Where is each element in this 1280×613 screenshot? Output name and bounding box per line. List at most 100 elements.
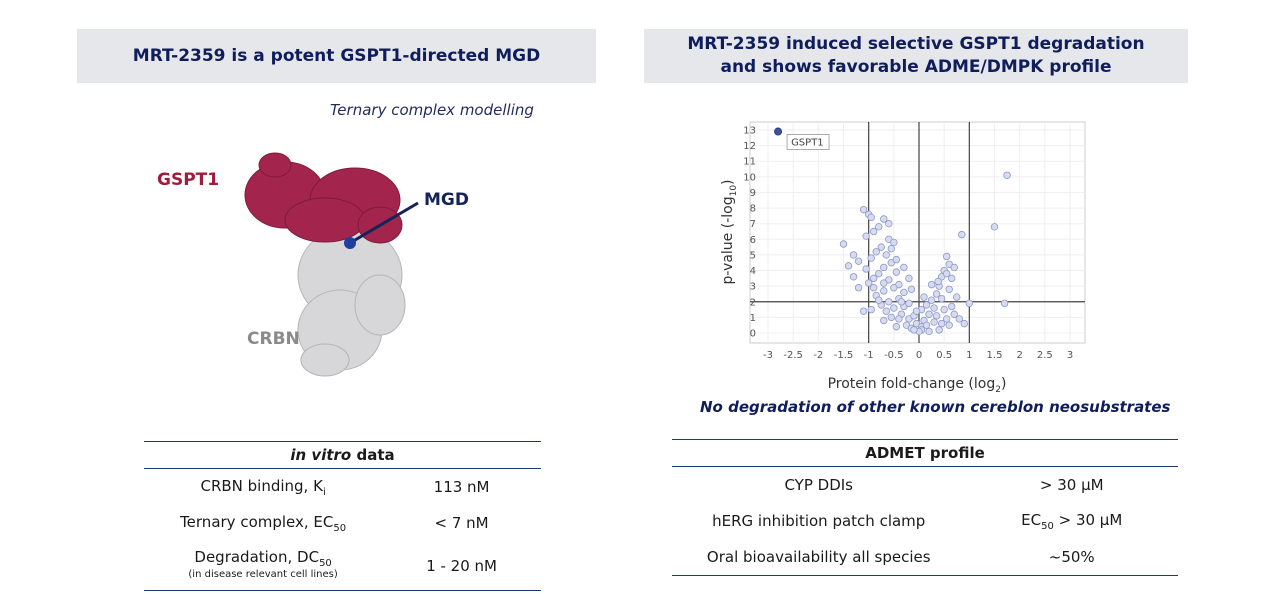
data-point <box>932 312 941 320</box>
in-vitro-title-italic: in vitro <box>290 446 352 464</box>
x-tick-label: 1.5 <box>987 350 1003 361</box>
x-tick-label: 2.5 <box>1037 350 1053 361</box>
data-point <box>877 243 885 251</box>
x-tick-labels: -3 -2.5 -2 -1.5 -1 -0.5 0 0.5 1 1.5 2 2.5 3 <box>763 350 1073 361</box>
data-point <box>880 316 888 325</box>
crbn-protein-shape <box>297 226 406 377</box>
x-tick-label: -1 <box>864 350 874 361</box>
crbn-label: CRBN <box>247 329 300 349</box>
row-label: CRBN binding, Ki <box>144 469 382 506</box>
data-point <box>892 255 901 264</box>
row-label-main: Ternary complex, EC <box>180 512 334 531</box>
data-point <box>875 296 883 304</box>
data-point <box>942 252 951 261</box>
y-tick-label: 1 <box>750 313 756 324</box>
data-point <box>869 227 878 236</box>
data-point <box>882 251 890 259</box>
row-label: hERG inhibition patch clamp <box>712 512 926 530</box>
data-point <box>839 240 848 248</box>
row-label-main: CRBN binding, K <box>200 476 323 495</box>
data-point <box>890 238 898 247</box>
data-point <box>907 285 916 293</box>
y-axis-label-main: p-value (-log <box>720 196 736 284</box>
x-tick-label: 1 <box>966 350 972 361</box>
data-point <box>932 290 941 298</box>
row-label: Ternary complex, EC50 <box>144 505 382 541</box>
row-value-main: EC <box>1021 510 1042 529</box>
gspt1-protein-shape <box>244 152 403 244</box>
data-point <box>900 288 908 297</box>
data-point <box>882 307 890 315</box>
data-point <box>895 315 903 323</box>
data-point <box>875 269 883 278</box>
x-tick-label: 3 <box>1067 350 1073 361</box>
row-value: 113 nM <box>433 478 490 496</box>
data-point <box>880 287 888 295</box>
x-axis-label-sub: 2 <box>995 385 1001 395</box>
gspt1-callout-box <box>786 134 830 150</box>
data-point <box>990 223 999 231</box>
row-value: > 30 µM <box>1039 476 1104 494</box>
row-label-main: Degradation, DC <box>194 548 320 566</box>
data-point <box>862 232 870 240</box>
table-row: Ternary complex, EC50 < 7 nM <box>144 505 541 541</box>
data-point <box>927 280 936 289</box>
data-point <box>940 305 948 314</box>
row-value: EC50 > 30 µM <box>965 503 1178 539</box>
data-point <box>925 310 933 318</box>
data-point <box>875 223 883 231</box>
data-point <box>859 205 868 214</box>
data-point <box>872 248 880 256</box>
mgd-label: MGD <box>424 190 469 210</box>
right-header-line2: and shows favorable ADME/DMPK profile <box>720 57 1112 77</box>
data-point <box>854 284 863 292</box>
table-row: Oral bioavailability all species ~50% <box>672 539 1178 576</box>
y-tick-label: 12 <box>743 141 756 152</box>
in-vitro-table-title: in vitro data <box>144 441 541 469</box>
row-value: ~50% <box>965 539 1178 576</box>
data-point <box>905 299 913 308</box>
data-point <box>934 277 942 286</box>
y-axis-label-end: ) <box>720 179 736 184</box>
data-point <box>958 230 966 239</box>
data-point <box>922 301 931 309</box>
data-point <box>887 244 896 253</box>
x-tick-label: -3 <box>763 350 773 361</box>
y-tick-label: 4 <box>750 266 756 277</box>
data-point <box>887 313 896 322</box>
x-tick-label: -2 <box>813 350 823 361</box>
data-point <box>950 310 958 318</box>
data-point <box>935 326 943 334</box>
table-row: Degradation, DC50 (in disease relevant c… <box>144 541 541 591</box>
data-point <box>885 298 893 306</box>
y-tick-label: 6 <box>750 235 756 246</box>
data-point <box>937 294 946 303</box>
data-point <box>844 262 853 270</box>
gspt1-highlight-point <box>774 127 783 136</box>
x-tick-label: 2 <box>1016 350 1022 361</box>
row-label: Degradation, DC50 (in disease relevant c… <box>144 541 383 591</box>
data-point <box>890 284 898 292</box>
y-tick-label: 8 <box>750 204 756 215</box>
data-point <box>1003 171 1011 179</box>
row-value-rest: > 30 µM <box>1053 510 1123 529</box>
y-axis-label: p-value (-log10) <box>720 179 739 284</box>
y-tick-label: 13 <box>743 126 756 137</box>
x-tick-label: -2.5 <box>783 350 803 361</box>
row-label-sub: i <box>322 486 326 498</box>
row-value: < 7 nM <box>434 514 489 532</box>
data-point <box>945 285 953 293</box>
data-point <box>900 263 908 272</box>
data-point <box>948 274 956 283</box>
y-axis-label-sub: 10 <box>729 185 739 197</box>
data-point <box>965 299 974 308</box>
data-point <box>927 296 936 304</box>
data-points <box>839 171 1011 336</box>
row-label: Oral bioavailability all species <box>672 539 966 576</box>
gspt1-label: GSPT1 <box>157 170 220 190</box>
row-value-sub: 50 <box>1041 520 1054 532</box>
data-point <box>854 257 863 265</box>
data-point <box>920 293 928 301</box>
y-tick-label: 2 <box>750 297 756 308</box>
data-point <box>912 307 921 315</box>
